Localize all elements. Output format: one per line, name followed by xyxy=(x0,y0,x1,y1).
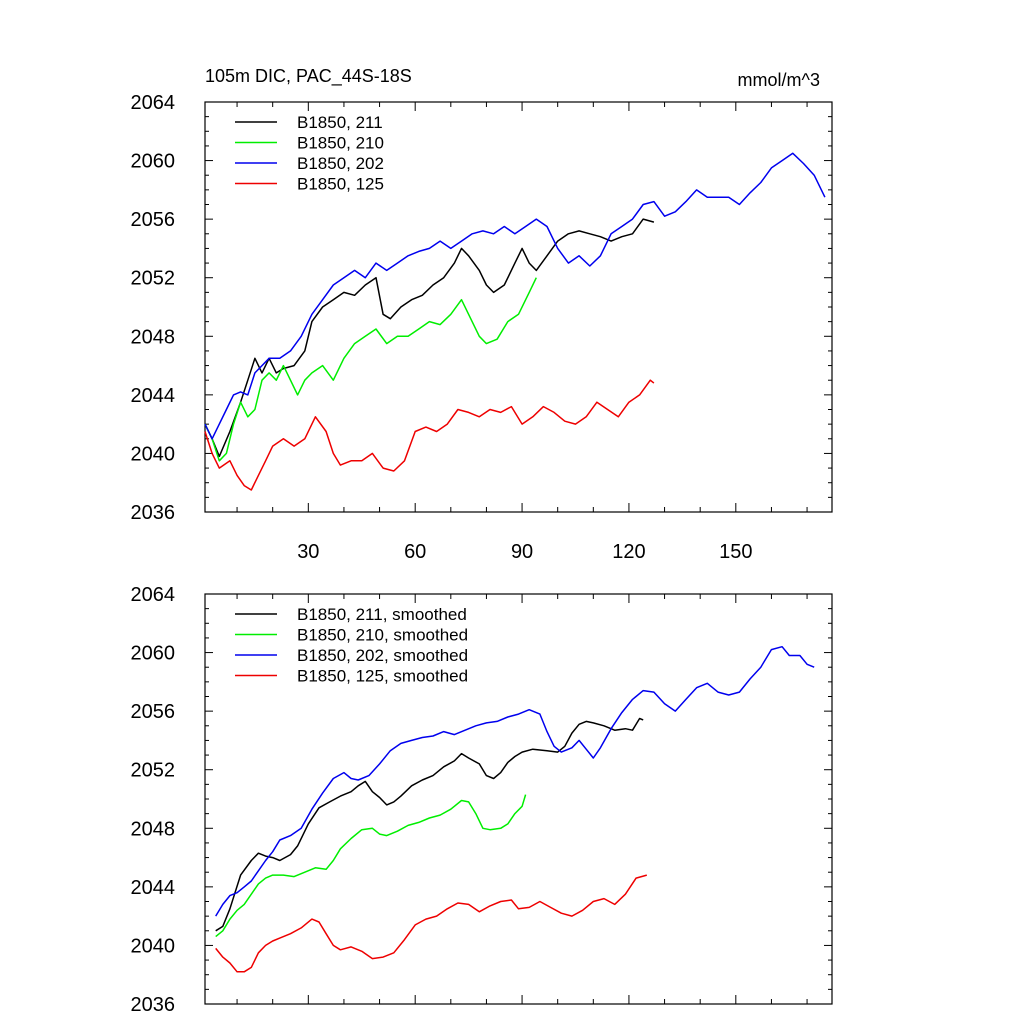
series-line-black-smoothed xyxy=(215,717,644,932)
y-tick-label: 2056 xyxy=(131,701,176,723)
top-panel: 2036 2040 2044 2048 2052 2056 2060 2064 30 60 90 12… xyxy=(131,92,833,563)
y-tick-label: 2040 xyxy=(131,443,176,465)
y-tick-label: 2040 xyxy=(131,935,176,957)
x-tick-label: 60 xyxy=(404,541,426,563)
y-tick-label: 2044 xyxy=(131,385,176,407)
series-line-red-smoothed xyxy=(215,874,648,973)
y-tick-label: 2036 xyxy=(131,994,176,1016)
y-tick-label: 2052 xyxy=(131,760,176,782)
legend-label-blue: B1850, 202, smoothed xyxy=(297,646,468,665)
series-line-black xyxy=(204,218,655,458)
y-tick-label: 2044 xyxy=(131,877,176,899)
y-tick-label: 2064 xyxy=(131,92,176,114)
series-line-red xyxy=(204,379,655,491)
legend-label-blue: B1850, 202 xyxy=(297,154,384,173)
x-tick-label: 90 xyxy=(511,541,533,563)
y-tick-label: 2060 xyxy=(131,643,176,665)
y-tick-label: 2064 xyxy=(131,584,176,606)
series-line-green-smoothed xyxy=(215,794,527,938)
title-left: 105m DIC, PAC_44S-18S xyxy=(205,66,412,87)
series-line-blue xyxy=(204,152,826,440)
x-tick-label: 120 xyxy=(612,541,645,563)
y-tick-label: 2036 xyxy=(131,502,176,524)
legend-label-green: B1850, 210 xyxy=(297,134,384,153)
title-right: mmol/m^3 xyxy=(738,70,820,90)
y-tick-label: 2060 xyxy=(131,151,176,173)
y-tick-label: 2048 xyxy=(131,818,176,840)
x-tick-label: 30 xyxy=(297,541,319,563)
x-tick-label: 150 xyxy=(719,541,752,563)
legend-label-red: B1850, 125 xyxy=(297,175,384,194)
series-line-blue-smoothed xyxy=(215,645,815,917)
legend-label-red: B1850, 125, smoothed xyxy=(297,667,468,686)
legend-label-black: B1850, 211, smoothed xyxy=(297,605,467,624)
y-tick-label: 2052 xyxy=(131,268,176,290)
y-tick-label: 2048 xyxy=(131,326,176,348)
y-tick-label: 2056 xyxy=(131,209,176,231)
legend-label-black: B1850, 211 xyxy=(297,113,383,132)
series-line-green xyxy=(204,277,537,462)
bottom-panel: 2036 2040 2044 2048 2052 2056 2060 2064 B1850, 2… xyxy=(131,584,833,1016)
legend-label-green: B1850, 210, smoothed xyxy=(297,626,468,645)
